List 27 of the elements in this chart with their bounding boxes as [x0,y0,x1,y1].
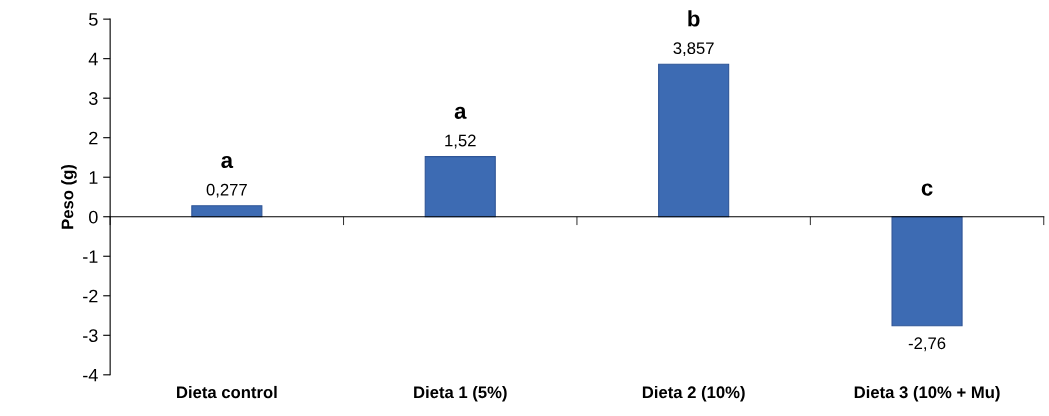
y-tick-label: 5 [89,13,98,26]
y-tick-label: -1 [83,250,98,263]
x-tick-label: Dieta control [177,385,277,399]
y-tick-label: -3 [83,329,98,343]
y-tick-label: 1 [89,171,98,184]
annotation: c [921,183,933,196]
y-tick-label: -2 [83,289,98,303]
data-label: 0,277 [206,183,247,198]
y-tick-label: 2 [89,131,98,145]
bar [424,156,496,218]
y-tick-label: -4 [83,368,98,382]
y-tick-label: 3 [88,92,98,105]
data-label: -2,76 [908,337,946,352]
bar [658,63,730,218]
data-label: 3,857 [673,42,714,57]
annotation: a [454,106,467,119]
annotation: b [688,10,700,27]
x-tick-label: Dieta 1 (5%) [414,385,507,402]
data-label: 1,52 [445,134,476,149]
bar [891,216,963,327]
y-tick-label: 0 [89,210,98,224]
x-tick-label: Dieta 3 (10% + Mu) [854,385,1000,402]
y-tick-label: 4 [88,52,98,66]
x-tick-label: Dieta 2 (10%) [642,385,745,402]
y-axis-title: Peso (g) [61,164,77,229]
bar [191,205,263,218]
annotation: a [221,155,234,169]
